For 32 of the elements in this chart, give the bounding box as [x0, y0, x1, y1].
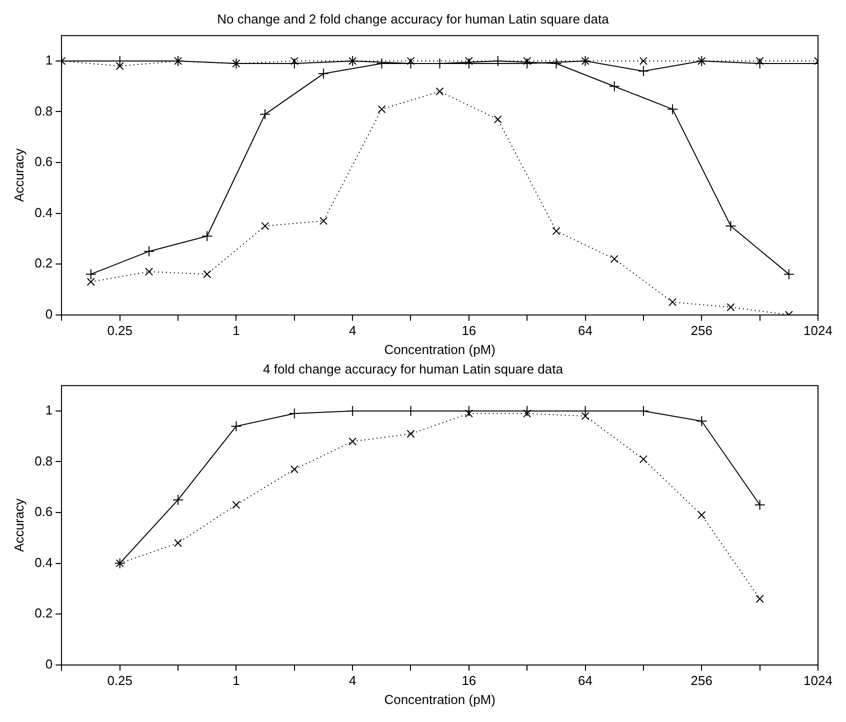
x-tick-label: 1024: [804, 673, 832, 688]
x-tick-label: 64: [578, 673, 593, 688]
x-tick-label: 256: [690, 673, 712, 688]
y-tick-label: 1: [45, 52, 53, 68]
y-tick-label: 0: [45, 306, 53, 322]
x-tick-label: 16: [462, 673, 476, 688]
x-axis-title: Concentration (pM): [384, 692, 496, 707]
y-tick-label: 0.4: [34, 204, 53, 220]
y-axis-title: Accuracy: [11, 148, 26, 202]
chart-title: 4 fold change accuracy for human Latin square data: [263, 361, 564, 376]
x-tick-label: 1024: [804, 323, 832, 338]
chart-title: No change and 2 fold change accuracy for human Latin square data: [217, 11, 610, 26]
y-tick-label: 0.2: [34, 256, 53, 271]
x-tick-label: 0.25: [107, 673, 133, 688]
y-tick-label: 0: [45, 656, 53, 672]
y-tick-label: 0.4: [34, 554, 53, 570]
y-tick-label: 0.2: [34, 606, 53, 621]
x-tick-label: 256: [690, 323, 712, 338]
x-tick-label: 1: [232, 673, 240, 688]
y-tick-label: 0.8: [34, 103, 53, 118]
y-axis-title: Accuracy: [11, 498, 26, 552]
y-tick-label: 0.6: [34, 504, 53, 520]
x-tick-label: 4: [348, 323, 356, 338]
y-tick-label: 1: [45, 402, 53, 418]
x-axis-title: Concentration (pM): [384, 342, 496, 357]
x-tick-label: 4: [348, 673, 356, 688]
x-tick-label: 0.25: [107, 323, 133, 338]
y-tick-label: 0.8: [34, 453, 53, 468]
x-tick-label: 16: [462, 323, 476, 338]
x-tick-label: 64: [578, 323, 593, 338]
x-tick-label: 1: [232, 323, 240, 338]
y-tick-label: 0.6: [34, 154, 53, 170]
